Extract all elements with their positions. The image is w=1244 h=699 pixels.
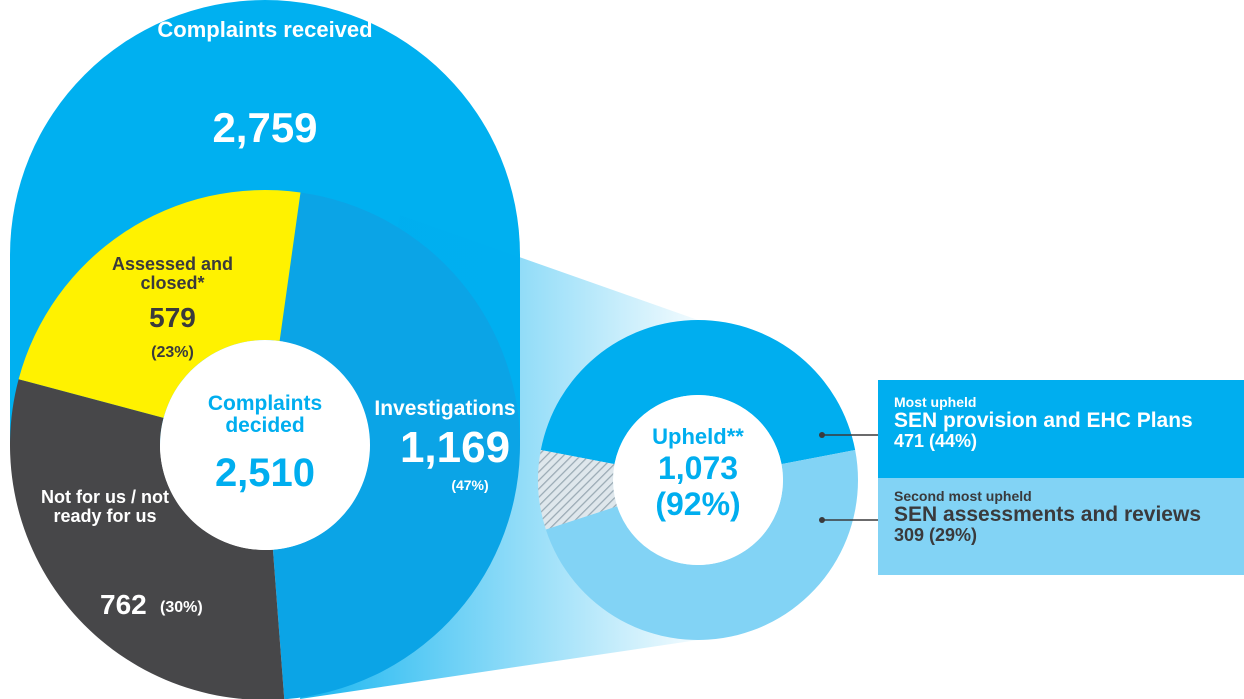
decided-label: Complaints decided: [207, 392, 323, 438]
decided-segment: [18, 190, 301, 418]
not-upheld-segment: [538, 450, 618, 530]
upheld-segment: [540, 320, 856, 465]
box-label: SEN assessments and reviews: [894, 503, 1202, 526]
upheld-percent: (92%): [655, 486, 741, 522]
most-upheld-box: Most upheld SEN provision and EHC Plans …: [878, 380, 1244, 478]
box-value: 309 (29%): [894, 525, 978, 545]
segment-label: Not for us / not ready for us: [41, 487, 169, 526]
segment-percent: (30%): [160, 599, 203, 616]
connector-dot: [819, 432, 825, 438]
box-heading: Most upheld: [894, 394, 977, 410]
segment-value: 1,169: [399, 423, 511, 472]
decided-segment: [10, 379, 285, 699]
received-value: 2,759: [212, 104, 318, 151]
box-label: SEN provision and EHC Plans: [894, 409, 1193, 432]
upheld-label: Upheld**: [652, 424, 744, 449]
upheld-value: 1,073: [657, 450, 739, 486]
second-upheld-box: Second most upheld SEN assessments and r…: [878, 478, 1244, 575]
segment-label: Investigations: [374, 397, 516, 420]
box-heading: Second most upheld: [894, 488, 1032, 504]
received-label: Complaints received: [157, 17, 373, 42]
segment-label: Assessed and closed*: [111, 254, 234, 293]
segment-percent: (23%): [151, 344, 194, 361]
connector-dot: [819, 517, 825, 523]
segment-percent: (47%): [451, 477, 489, 493]
box-value: 471 (44%): [894, 431, 978, 451]
segment-value: 762: [100, 589, 147, 620]
decided-segment: [272, 192, 520, 699]
decided-center: [160, 340, 370, 550]
upheld-segment: [545, 450, 858, 640]
segment-value: 579: [149, 302, 196, 333]
upheld-center: [613, 395, 783, 565]
decided-value: 2,510: [214, 451, 316, 495]
